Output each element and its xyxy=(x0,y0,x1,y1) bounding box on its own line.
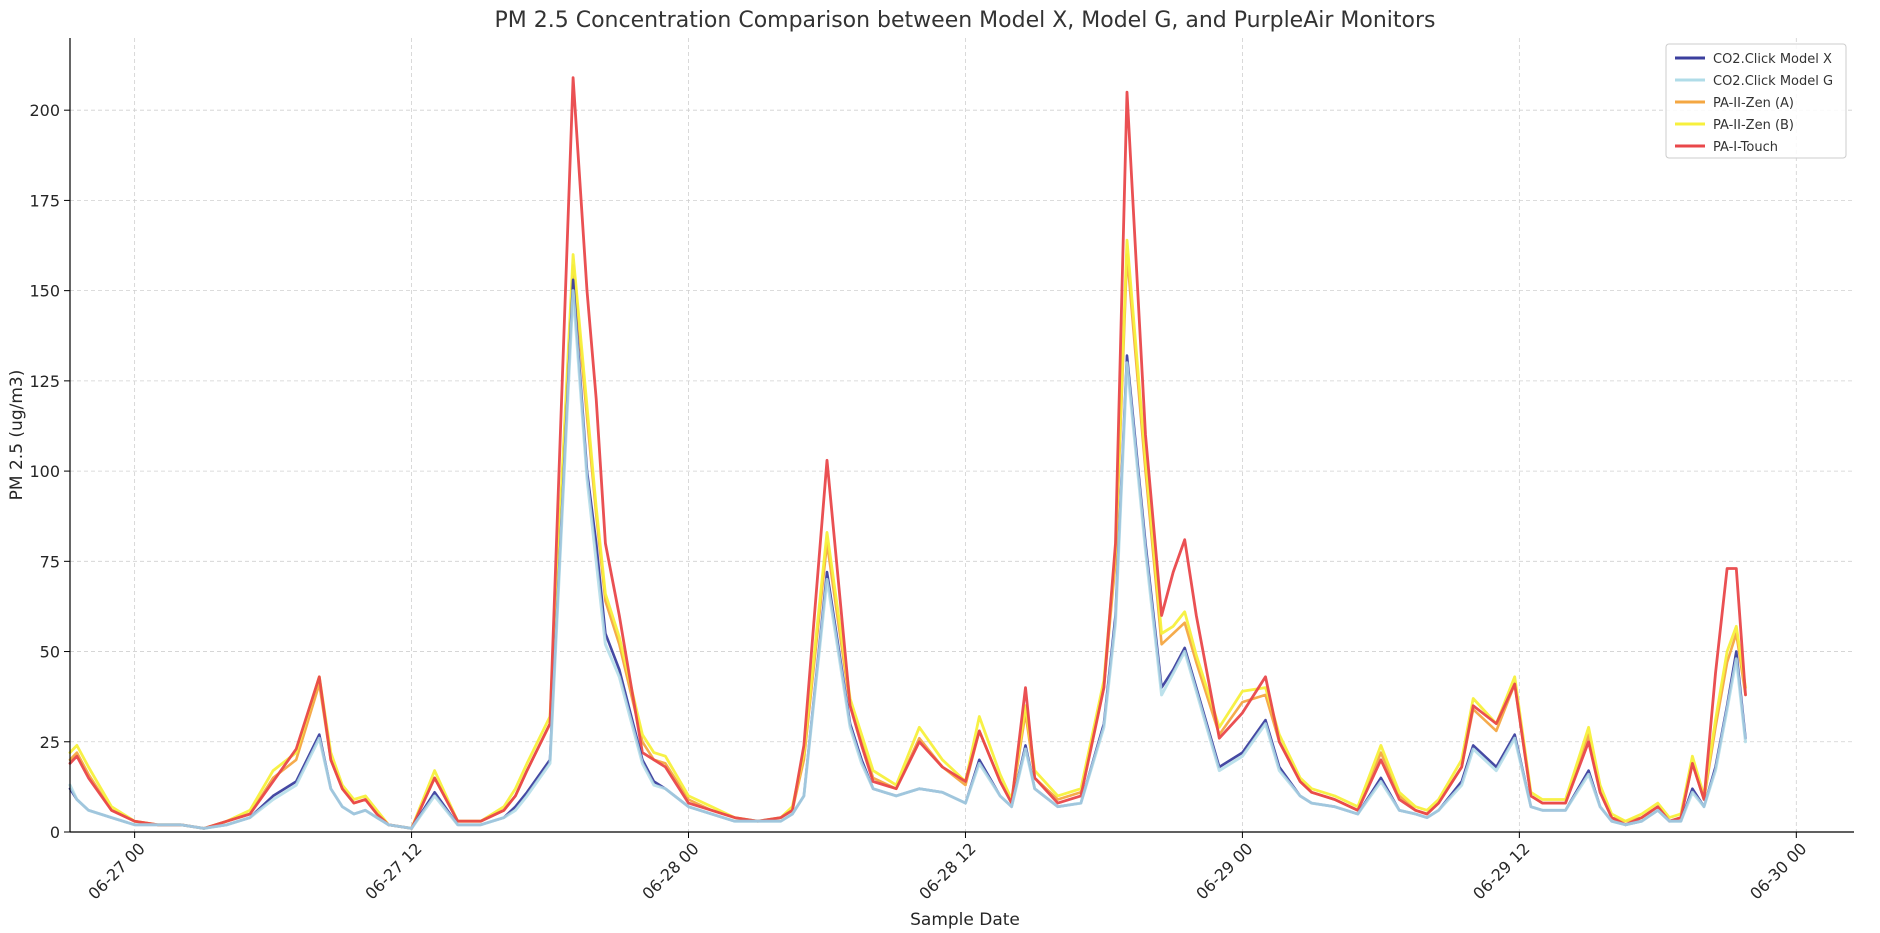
y-tick-marks: 0 25 50 75 100 125 150 175 200 xyxy=(29,101,70,842)
y-tick-label: 25 xyxy=(40,733,60,752)
y-tick-label: 125 xyxy=(29,372,60,391)
y-tick-label: 50 xyxy=(40,643,60,662)
legend: CO2.Click Model X CO2.Click Model G PA-II-… xyxy=(1665,43,1847,159)
x-axis-label: Sample Date xyxy=(910,910,1020,930)
y-tick-label: 0 xyxy=(50,823,60,842)
chart-title: PM 2.5 Concentration Comparison between … xyxy=(494,8,1435,33)
series-lines xyxy=(68,76,1747,830)
x-tick-label: 06-27 00 xyxy=(84,839,148,903)
legend-label: CO2.Click Model G xyxy=(1713,74,1833,89)
x-tick-label: 06-27 12 xyxy=(361,839,425,903)
x-tick-label: 06-29 00 xyxy=(1192,839,1256,903)
y-tick-label: 100 xyxy=(29,462,60,481)
y-axis-label: PM 2.5 (ug/m3) xyxy=(7,370,27,501)
x-tick-label: 06-28 00 xyxy=(638,839,702,903)
y-tick-label: 175 xyxy=(29,191,60,210)
x-tick-label: 06-30 00 xyxy=(1746,839,1810,903)
y-tick-label: 75 xyxy=(40,552,60,571)
legend-label: PA-II-Zen (A) xyxy=(1713,96,1794,111)
legend-label: CO2.Click Model X xyxy=(1713,52,1832,67)
grid-lines xyxy=(70,38,1854,832)
legend-label: PA-II-Zen (B) xyxy=(1713,118,1794,133)
series-line-4 xyxy=(68,76,1747,830)
y-tick-label: 150 xyxy=(29,282,60,301)
x-tick-label: 06-29 12 xyxy=(1469,839,1533,903)
x-tick-label: 06-28 12 xyxy=(915,839,979,903)
y-tick-label: 200 xyxy=(29,101,60,120)
x-tick-marks: 06-27 00 06-27 12 06-28 00 06-28 12 06-29 00… xyxy=(84,832,1810,903)
series-line-1 xyxy=(68,289,1747,830)
legend-box xyxy=(1665,43,1847,159)
legend-label: PA-I-Touch xyxy=(1713,140,1778,155)
